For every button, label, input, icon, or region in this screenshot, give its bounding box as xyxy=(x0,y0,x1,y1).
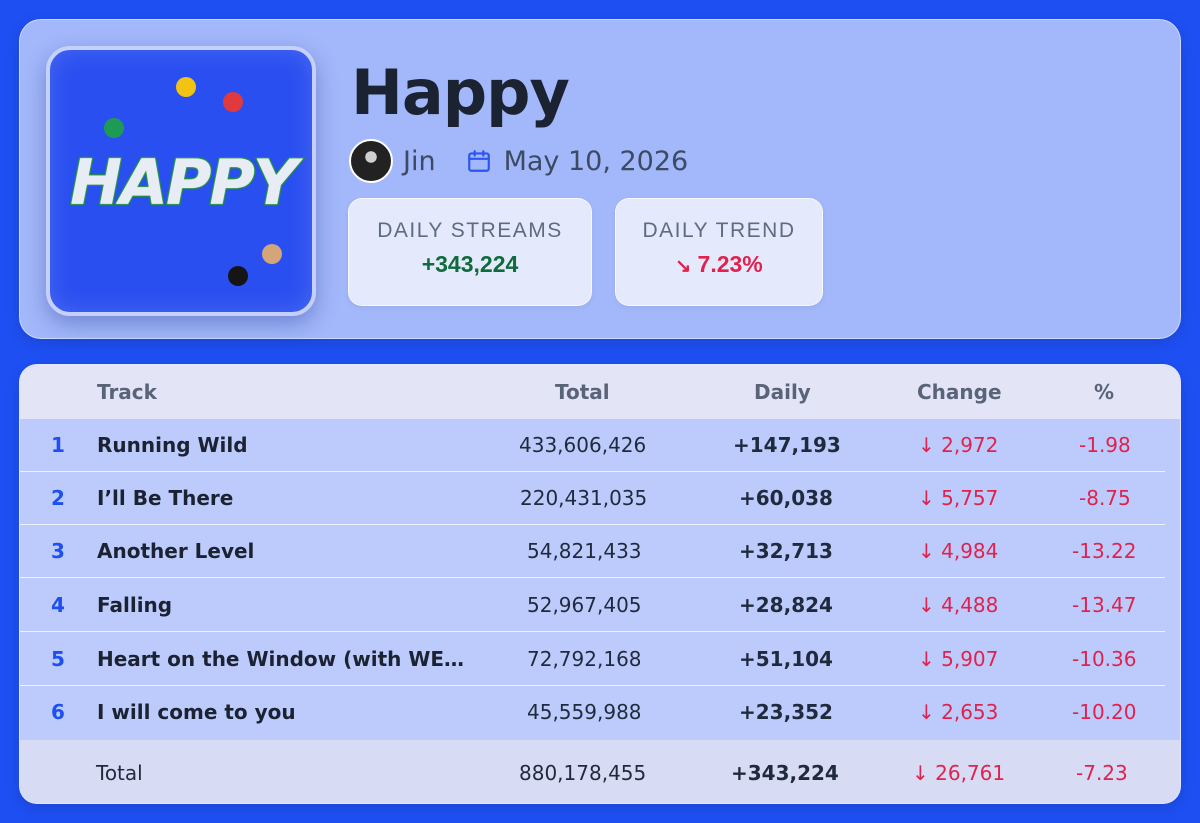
row-total: 72,792,168 xyxy=(527,647,642,671)
row-percent: -1.98 xyxy=(1079,433,1131,457)
daily-streams-label: DAILY STREAMS xyxy=(377,219,563,242)
header-daily[interactable]: Daily xyxy=(754,380,811,404)
artist-name[interactable]: Jin xyxy=(403,145,436,177)
header-track[interactable]: Track xyxy=(97,380,157,404)
daily-streams-card: DAILY STREAMS +343,224 xyxy=(348,198,592,306)
row-rank: 4 xyxy=(51,593,65,617)
row-daily: +32,713 xyxy=(739,539,833,563)
table-row[interactable]: 5 Heart on the Window (with WE… 72,792,1… xyxy=(20,633,1180,686)
daily-trend-label: DAILY TREND xyxy=(642,219,796,242)
row-total: 433,606,426 xyxy=(519,433,647,457)
row-daily: +51,104 xyxy=(739,647,833,671)
row-total: 220,431,035 xyxy=(520,486,648,510)
row-percent: -8.75 xyxy=(1079,486,1131,510)
table-row[interactable]: 1 Running Wild 433,606,426 +147,193 ↓ 2,… xyxy=(20,419,1180,472)
row-daily: +23,352 xyxy=(739,700,833,724)
cover-dot-tan xyxy=(262,244,282,264)
row-change: ↓ 4,488 xyxy=(918,593,999,617)
header-total[interactable]: Total xyxy=(555,380,610,404)
row-percent: -13.22 xyxy=(1072,539,1137,563)
row-percent: -10.36 xyxy=(1072,647,1137,671)
row-rank: 2 xyxy=(51,486,65,510)
row-track[interactable]: I’ll Be There xyxy=(97,486,234,510)
album-meta: Jin May 10, 2026 xyxy=(349,138,688,184)
row-track[interactable]: Heart on the Window (with WE… xyxy=(97,647,465,671)
row-change: ↓ 5,757 xyxy=(918,486,999,510)
row-daily: +60,038 xyxy=(739,486,833,510)
footer-label: Total xyxy=(96,761,143,785)
row-track[interactable]: Another Level xyxy=(97,539,255,563)
table-row[interactable]: 6 I will come to you 45,559,988 +23,352 … xyxy=(20,686,1180,739)
trend-down-icon: ↘ xyxy=(675,256,692,277)
table-row[interactable]: 4 Falling 52,967,405 +28,824 ↓ 4,488 -13… xyxy=(20,579,1180,632)
album-header-card: HAPPY Happy Jin May 10, 2026 DAILY STREA… xyxy=(19,19,1181,339)
artist-avatar[interactable] xyxy=(349,139,393,183)
row-daily: +28,824 xyxy=(739,593,833,617)
row-total: 54,821,433 xyxy=(527,539,642,563)
row-total: 45,559,988 xyxy=(527,700,642,724)
row-rank: 6 xyxy=(51,700,65,724)
cover-dot-green xyxy=(104,118,124,138)
cover-dot-red xyxy=(223,92,243,112)
row-total: 52,967,405 xyxy=(527,593,642,617)
row-track[interactable]: Running Wild xyxy=(97,433,248,457)
table-footer-total: Total 880,178,455 +343,224 ↓ 26,761 -7.2… xyxy=(20,740,1180,803)
daily-trend-card: DAILY TREND ↘ 7.23% xyxy=(615,198,823,306)
row-track[interactable]: I will come to you xyxy=(97,700,296,724)
table-row[interactable]: 3 Another Level 54,821,433 +32,713 ↓ 4,9… xyxy=(20,525,1180,578)
row-track[interactable]: Falling xyxy=(97,593,173,617)
cover-title-text: HAPPY xyxy=(69,145,300,221)
release-date: May 10, 2026 xyxy=(503,145,689,177)
row-change: ↓ 5,907 xyxy=(918,647,999,671)
daily-trend-value: 7.23% xyxy=(697,251,763,277)
album-title: Happy xyxy=(351,56,570,129)
calendar-icon xyxy=(467,150,490,172)
footer-change: ↓ 26,761 xyxy=(912,761,1006,785)
row-divider xyxy=(20,577,1165,578)
header-change[interactable]: Change xyxy=(917,380,1002,404)
daily-trend-value-wrap: ↘ 7.23% xyxy=(616,251,822,278)
row-percent: -10.20 xyxy=(1072,700,1137,724)
row-change: ↓ 2,653 xyxy=(918,700,999,724)
tracks-table: Track Total Daily Change % 1 Running Wil… xyxy=(19,364,1181,804)
cover-dot-black xyxy=(228,266,248,286)
daily-streams-value: +343,224 xyxy=(421,251,519,277)
album-cover: HAPPY xyxy=(46,46,316,316)
row-rank: 1 xyxy=(51,433,65,457)
row-rank: 5 xyxy=(51,647,65,671)
row-percent: -13.47 xyxy=(1072,593,1137,617)
row-divider xyxy=(20,471,1165,472)
footer-daily: +343,224 xyxy=(731,761,839,785)
header-percent[interactable]: % xyxy=(1094,380,1115,404)
footer-percent: -7.23 xyxy=(1076,761,1128,785)
row-divider xyxy=(20,524,1165,525)
row-divider xyxy=(20,685,1165,686)
cover-dot-yellow xyxy=(176,77,196,97)
row-change: ↓ 4,984 xyxy=(918,539,999,563)
row-divider xyxy=(20,631,1165,632)
footer-total: 880,178,455 xyxy=(519,761,647,785)
row-daily: +147,193 xyxy=(733,433,841,457)
table-header: Track Total Daily Change % xyxy=(20,365,1180,419)
table-row[interactable]: 2 I’ll Be There 220,431,035 +60,038 ↓ 5,… xyxy=(20,472,1180,525)
row-rank: 3 xyxy=(51,539,65,563)
row-change: ↓ 2,972 xyxy=(918,433,999,457)
